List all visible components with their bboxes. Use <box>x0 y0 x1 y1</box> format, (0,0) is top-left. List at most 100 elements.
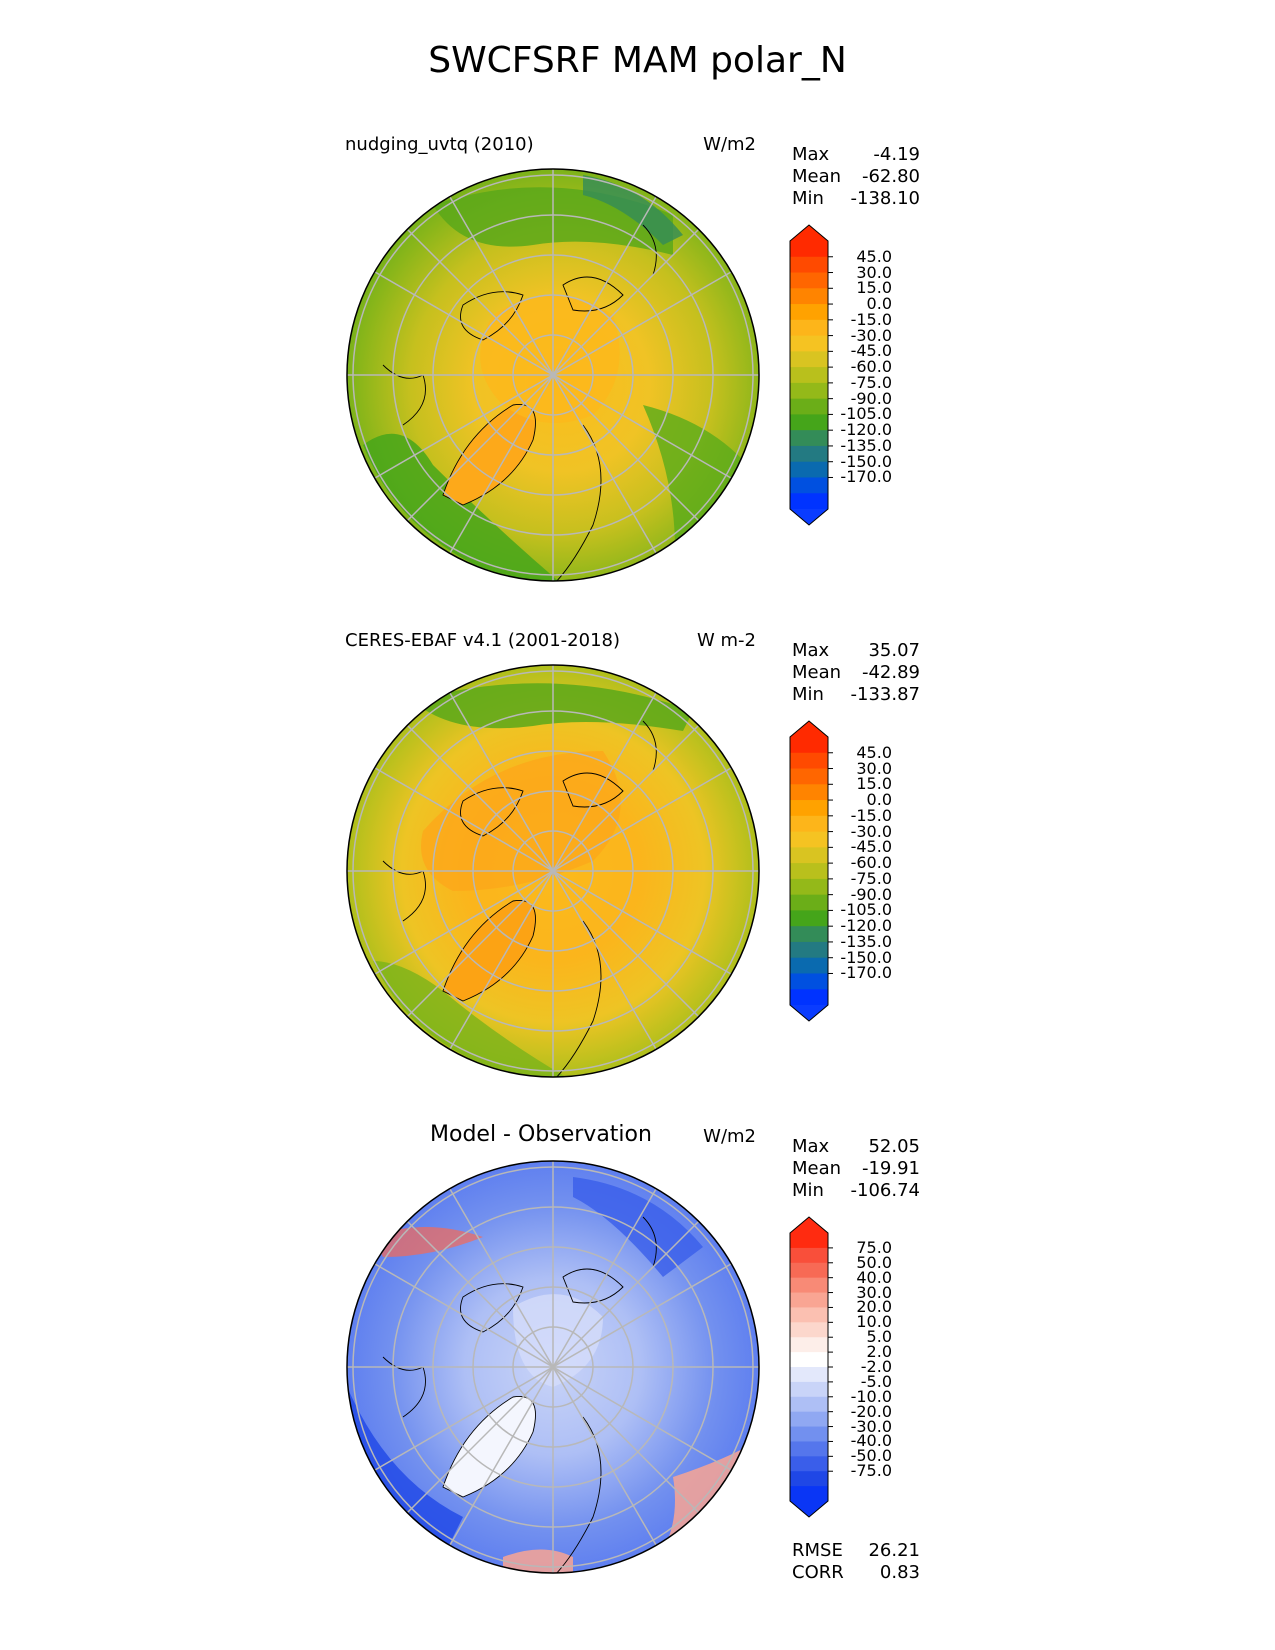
colorbar-tick-label: -2.0 <box>860 1357 892 1376</box>
colorbar-tick-label: -75.0 <box>850 372 892 392</box>
colorbar-tick-label: 30.0 <box>856 758 892 778</box>
colorbar-segment <box>790 1456 828 1472</box>
stat-mean-value: -42.89 <box>861 662 920 683</box>
colorbar-segment <box>790 800 828 817</box>
stat-min-label: Min <box>792 1180 824 1201</box>
metric-rmse-value: 26.21 <box>868 1540 920 1561</box>
colorbar-tick-label: -30.0 <box>850 1416 892 1436</box>
stat-max-label: Max <box>792 144 830 165</box>
colorbar-segment <box>790 1322 828 1338</box>
colorbar-segment <box>790 1233 828 1249</box>
panel-difference: Model - Observation W/m2 Max 52.05 Mean … <box>0 1112 1275 1612</box>
colorbar-extend-top <box>790 225 828 241</box>
panel-model: nudging_uvtq (2010) W/m2 Max -4.19 Mean … <box>0 120 1275 600</box>
colorbar-tick-label: -150.0 <box>840 947 892 967</box>
panel-units: W/m2 <box>703 134 756 155</box>
colorbar-tick-label: 2.0 <box>866 1342 892 1362</box>
colorbar-segment <box>790 398 828 415</box>
region-core-light <box>513 1294 603 1387</box>
stat-max-value: 35.07 <box>868 640 920 661</box>
colorbar <box>789 720 833 1022</box>
panel-units: W/m2 <box>703 1126 756 1147</box>
polar-map <box>346 168 760 582</box>
colorbar-segment <box>790 1396 828 1413</box>
region-greenland-white <box>443 1396 536 1497</box>
colorbar <box>789 1216 833 1518</box>
colorbar-tick-label: -15.0 <box>850 309 892 329</box>
colorbar-outline <box>789 720 829 1022</box>
colorbar-segment <box>790 815 828 833</box>
stat-min-label: Min <box>792 188 824 209</box>
colorbar-tick-label: -45.0 <box>850 837 892 857</box>
stat-max-label: Max <box>792 640 830 661</box>
colorbar-extend-top <box>790 1217 828 1233</box>
colorbar-tick-label: 0.0 <box>866 790 892 810</box>
graticule <box>347 169 759 581</box>
colorbar-segment <box>790 351 828 368</box>
colorbar-segment <box>790 335 828 352</box>
colorbar-tick-label: -105.0 <box>840 900 892 920</box>
colorbar-segment <box>790 1277 828 1294</box>
colorbar-segment <box>790 430 828 447</box>
colorbar-tick-label: 5.0 <box>866 1327 892 1347</box>
stat-mean-value: -19.91 <box>861 1158 920 1179</box>
stat-min-value: -138.10 <box>850 188 920 209</box>
map-boundary <box>346 168 760 582</box>
colorbar-tick-label: -45.0 <box>850 341 892 361</box>
colorbar-tick-label: -150.0 <box>840 451 892 471</box>
stat-max-value: 52.05 <box>868 1136 920 1157</box>
colorbar-segment <box>790 1307 828 1323</box>
colorbar-segment <box>790 1471 828 1487</box>
colorbar-extend-bottom <box>790 1501 828 1517</box>
colorbar-tick-label: -170.0 <box>840 963 892 983</box>
colorbar-tick-label: -170.0 <box>840 467 892 487</box>
colorbar-segment <box>790 1367 828 1383</box>
colorbar-segment <box>790 910 828 927</box>
metric-corr-label: CORR <box>792 1562 844 1583</box>
graticule <box>347 1161 759 1573</box>
colorbar-tick-label: -75.0 <box>850 868 892 888</box>
colorbar-tick-label: 20.0 <box>856 1297 892 1317</box>
panel-title: nudging_uvtq (2010) <box>345 134 534 155</box>
polar-map <box>346 1160 760 1574</box>
colorbar-tick-label: -50.0 <box>850 1446 892 1466</box>
colorbar-segment <box>790 272 828 289</box>
stat-mean-label: Mean <box>792 166 842 187</box>
colorbar-tick-label: 30.0 <box>856 262 892 282</box>
colorbar-tick-label: 45.0 <box>856 742 892 762</box>
stat-max-label: Max <box>792 1136 830 1157</box>
colorbar-segment <box>790 1426 828 1442</box>
colorbar-tick-label: -10.0 <box>850 1386 892 1406</box>
stat-min-label: Min <box>792 684 824 705</box>
colorbar-extend-bottom <box>790 509 828 525</box>
colorbar-segment <box>790 256 828 274</box>
panel-title: Model - Observation <box>430 1122 652 1147</box>
region-arctic-core <box>480 295 620 423</box>
panel-title: CERES-EBAF v4.1 (2001-2018) <box>345 630 621 651</box>
colorbar-tick-label: -120.0 <box>840 420 892 440</box>
colorbar-outline <box>789 1216 829 1518</box>
colorbar-tick-label: -60.0 <box>850 357 892 377</box>
colorbar-segment <box>790 768 828 785</box>
colorbar-segment <box>790 878 828 896</box>
colorbar <box>789 224 833 526</box>
colorbar-tick-label: 15.0 <box>856 774 892 794</box>
colorbar-segment <box>790 1441 828 1457</box>
colorbar-tick-label: -30.0 <box>850 325 892 345</box>
region-arctic-orange <box>421 751 621 891</box>
colorbar-tick-label: -75.0 <box>850 1461 892 1481</box>
colorbar-tick-label: -20.0 <box>850 1401 892 1421</box>
panel-units: W m-2 <box>696 630 756 651</box>
colorbar-tick-label: -90.0 <box>850 884 892 904</box>
colorbar-tick-label: -105.0 <box>840 404 892 424</box>
colorbar-extend-bottom <box>790 1005 828 1021</box>
colorbar-tick-label: -30.0 <box>850 821 892 841</box>
metric-corr-value: 0.83 <box>879 1562 920 1583</box>
colorbar-segment <box>790 382 828 400</box>
colorbar-segment <box>790 461 828 478</box>
panel-observation: CERES-EBAF v4.1 (2001-2018) W m-2 Max 35… <box>0 616 1275 1096</box>
colorbar-segment <box>790 989 828 1006</box>
stat-min-value: -106.74 <box>850 1180 920 1201</box>
colorbar-tick-label: 75.0 <box>856 1237 892 1257</box>
region-northpacific-teal <box>583 175 683 245</box>
